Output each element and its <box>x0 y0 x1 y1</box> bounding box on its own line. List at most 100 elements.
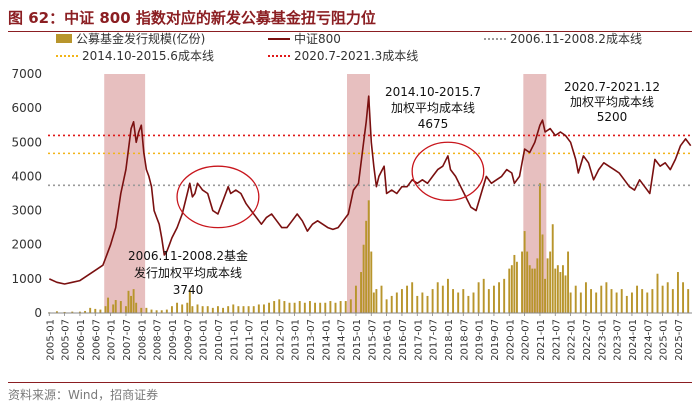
x-tick-label: 2011-07 <box>245 319 256 361</box>
issuance-bar <box>561 265 564 313</box>
x-tick-label: 2018-07 <box>459 319 470 361</box>
x-tick-label: 2022-01 <box>567 319 578 361</box>
x-tick-label: 2008-01 <box>137 319 148 361</box>
x-tick-label: 2007-07 <box>122 319 133 361</box>
issuance-bar <box>288 302 291 313</box>
issuance-bar <box>211 307 214 313</box>
x-tick-label: 2020-01 <box>505 319 516 361</box>
issuance-bar <box>112 304 115 313</box>
issuance-bar <box>492 285 495 313</box>
issuance-bar <box>536 258 539 313</box>
annotation-line: 2020.7-2021.12 <box>564 80 660 94</box>
issuance-bar <box>646 292 649 313</box>
annotation-line: 2006.11-2008.2基金 <box>128 248 248 263</box>
annotation-line: 5200 <box>597 110 628 124</box>
issuance-bar <box>365 220 368 313</box>
issuance-bar <box>298 301 301 313</box>
x-tick-label: 2012-01 <box>260 319 271 361</box>
issuance-bar <box>676 272 679 313</box>
y-tick-label: 2000 <box>11 238 42 252</box>
figure-title: 图 62：中证 800 指数对应的新发公募基金扭亏阻力位 <box>8 9 376 27</box>
issuance-bar <box>334 302 337 313</box>
issuance-bar <box>605 282 608 313</box>
issuance-bar <box>349 299 352 313</box>
issuance-bar <box>257 304 260 313</box>
issuance-bar <box>150 309 153 313</box>
issuance-bar <box>554 268 557 313</box>
x-tick-label: 2025-07 <box>674 319 685 361</box>
issuance-bar <box>176 302 179 313</box>
legend-item: 公募基金发行规模(亿份) <box>56 31 205 46</box>
issuance-bar <box>567 251 570 313</box>
issuance-bar <box>515 261 518 313</box>
x-tick-label: 2008-07 <box>153 319 164 361</box>
issuance-bar <box>155 310 158 313</box>
issuance-bar <box>620 289 623 313</box>
issuance-bar <box>380 285 383 313</box>
issuance-bar <box>431 289 434 313</box>
issuance-bar <box>140 307 143 313</box>
issuance-bar <box>682 282 685 313</box>
issuance-bar <box>416 295 419 313</box>
issuance-bar <box>132 289 135 313</box>
x-tick-label: 2019-01 <box>475 319 486 361</box>
issuance-bar <box>216 306 219 313</box>
issuance-bar <box>135 302 138 313</box>
csi800-series-path <box>48 95 692 285</box>
issuance-bar <box>319 302 322 313</box>
issuance-bar <box>406 285 409 313</box>
issuance-bar <box>531 268 534 313</box>
issuance-bar <box>462 289 465 313</box>
issuance-bar <box>482 278 485 313</box>
legend-label: 2014.10-2015.6成本线 <box>82 49 214 63</box>
issuance-bar <box>247 306 250 313</box>
x-tick-label: 2024-07 <box>643 319 654 361</box>
csi800-line <box>48 95 692 285</box>
issuance-bar <box>549 251 552 313</box>
issuance-bar <box>119 301 122 313</box>
issuance-bar <box>477 282 480 313</box>
issuance-bar <box>124 306 127 313</box>
issuance-bar <box>303 302 306 313</box>
title-rule <box>8 31 692 32</box>
annotation-line: 加权平均成本线 <box>570 95 654 109</box>
issuance-bar <box>278 299 281 313</box>
y-tick-label: 0 <box>34 306 42 320</box>
issuance-bar <box>641 289 644 313</box>
issuance-bar <box>360 272 363 313</box>
issuance-bar <box>651 289 654 313</box>
fund-issuance-bars <box>48 183 690 313</box>
issuance-bar <box>671 289 674 313</box>
issuance-bar <box>400 289 403 313</box>
issuance-bar <box>513 254 516 313</box>
issuance-bar <box>544 278 547 313</box>
issuance-bar <box>206 306 209 313</box>
annotation-2: 2014.10-2015.7 加权平均成本线 4675 <box>385 85 481 131</box>
x-tick-label: 2015-07 <box>367 319 378 361</box>
issuance-bar <box>188 289 191 313</box>
issuance-bar <box>564 275 567 313</box>
issuance-bar <box>615 292 618 313</box>
x-tick-label: 2013-01 <box>291 319 302 361</box>
x-tick-label: 2018-01 <box>444 319 455 361</box>
issuance-bar <box>436 282 439 313</box>
issuance-bar <box>107 297 110 313</box>
issuance-bar <box>541 234 544 313</box>
issuance-bar <box>63 311 66 313</box>
issuance-bar <box>441 285 444 313</box>
legend-label: 中证800 <box>294 31 341 46</box>
issuance-bar <box>656 273 659 313</box>
issuance-bar <box>127 290 130 313</box>
issuance-bar <box>411 282 414 313</box>
issuance-bar <box>559 272 562 313</box>
legend-label: 2006.11-2008.2成本线 <box>510 32 642 46</box>
issuance-bar <box>329 301 332 313</box>
highlight-circles <box>176 141 485 229</box>
issuance-bar <box>625 295 628 313</box>
x-tick-label: 2006-01 <box>76 319 87 361</box>
issuance-bar <box>268 302 271 313</box>
x-tick-label: 2020-07 <box>521 319 532 361</box>
issuance-bar <box>579 292 582 313</box>
